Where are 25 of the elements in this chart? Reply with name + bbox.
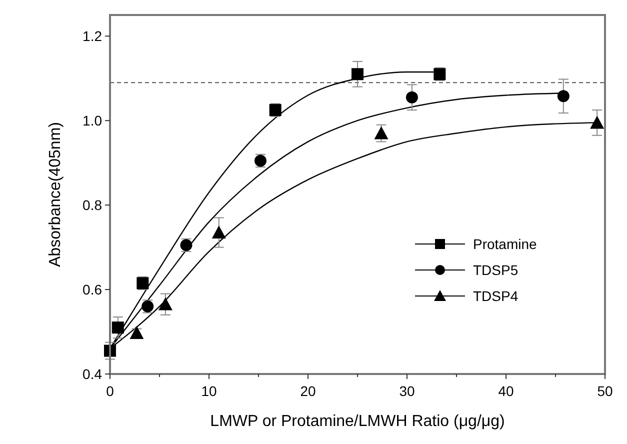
point [374, 126, 388, 140]
x-tick-label: 40 [498, 383, 514, 399]
point [112, 322, 124, 334]
legend-label: Protamine [473, 236, 538, 252]
x-tick-label: 30 [399, 383, 415, 399]
point [352, 68, 364, 80]
x-axis-title: LMWP or Protamine/LMWH Ratio (μg/μg) [210, 413, 505, 430]
legend-label: TDSP5 [473, 262, 518, 278]
y-axis-title: Absorbance(405nm) [47, 122, 64, 267]
point [130, 326, 144, 340]
legend-label: TDSP4 [473, 288, 518, 304]
point [406, 91, 418, 104]
point [557, 90, 570, 102]
point [590, 116, 604, 129]
x-tick-label: 50 [597, 383, 613, 399]
y-tick-label: 1.0 [82, 112, 102, 129]
y-tick-label: 0.8 [82, 197, 102, 214]
y-tick-label: 0.6 [82, 282, 102, 298]
y-tick-label: 0.4 [82, 366, 102, 382]
y-tick-label: 1.2 [82, 28, 102, 44]
point [158, 297, 172, 310]
x-tick-label: 20 [300, 383, 316, 399]
x-tick-label: 10 [201, 383, 217, 399]
x-tick-label: 0 [106, 383, 114, 399]
point [212, 226, 226, 239]
